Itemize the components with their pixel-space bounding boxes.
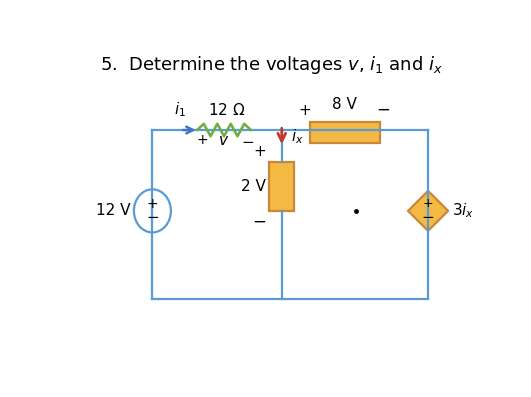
Text: +: +: [298, 104, 311, 118]
Text: −: −: [146, 210, 159, 225]
Text: 12 V: 12 V: [96, 203, 130, 218]
Text: 12 $\Omega$: 12 $\Omega$: [208, 102, 246, 118]
Bar: [310, 122, 380, 143]
Text: +: +: [423, 197, 433, 210]
Text: −: −: [376, 100, 390, 118]
Text: $3i_x$: $3i_x$: [452, 202, 474, 220]
Text: +: +: [147, 197, 158, 211]
Text: 5.  Determine the voltages $v$, $i_1$ and $i_x$: 5. Determine the voltages $v$, $i_1$ and…: [100, 54, 443, 75]
Text: −: −: [252, 212, 267, 230]
Text: 8 V: 8 V: [332, 97, 357, 112]
Ellipse shape: [134, 189, 171, 232]
Text: 2 V: 2 V: [241, 179, 266, 194]
Text: −: −: [422, 210, 434, 225]
Text: $v$: $v$: [218, 133, 229, 148]
Polygon shape: [408, 191, 448, 231]
Text: $+$: $+$: [195, 133, 208, 147]
Text: $-$: $-$: [241, 133, 254, 148]
Bar: [269, 162, 294, 211]
Text: +: +: [254, 144, 267, 159]
Text: $i_1$: $i_1$: [174, 100, 186, 119]
Text: $i_x$: $i_x$: [291, 127, 304, 146]
